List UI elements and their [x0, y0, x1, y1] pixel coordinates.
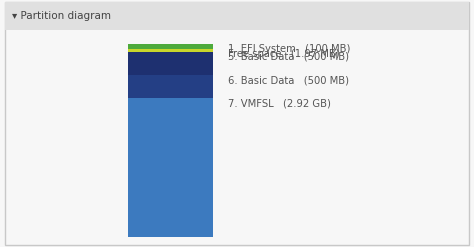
Bar	[128, 52, 213, 75]
Bar	[128, 98, 213, 237]
Bar	[128, 75, 213, 98]
Bar	[128, 44, 213, 49]
Text: 5. Basic Data   (500 MB): 5. Basic Data (500 MB)	[228, 52, 348, 62]
Text: 1. EFI System   (100 MB): 1. EFI System (100 MB)	[228, 44, 350, 54]
Text: 7. VMFSL   (2.92 GB): 7. VMFSL (2.92 GB)	[228, 98, 330, 108]
Text: ▾ Partition diagram: ▾ Partition diagram	[12, 11, 111, 21]
Text: Free space   (1.97 MB): Free space (1.97 MB)	[228, 49, 339, 59]
Text: 6. Basic Data   (500 MB): 6. Basic Data (500 MB)	[228, 75, 348, 85]
Bar	[128, 49, 213, 52]
